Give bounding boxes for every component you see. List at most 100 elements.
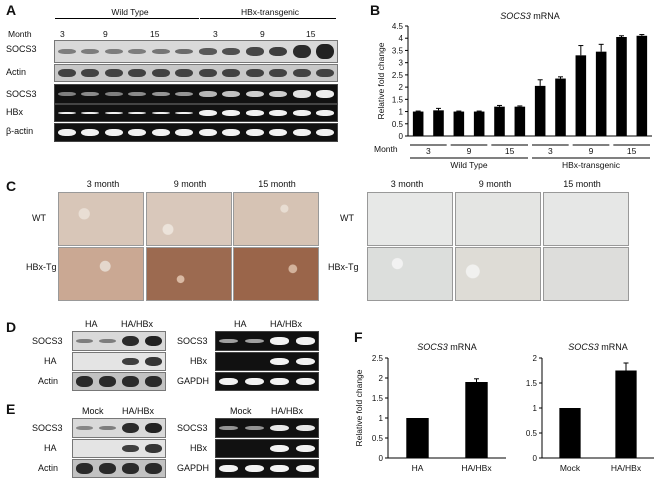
group-label-hbx-transgenic: HBx-transgenic [240,7,300,17]
western-blot-d-socs3 [72,331,166,351]
blot-band [270,424,290,432]
col-label-3-month-right: 3 month [390,179,424,189]
blot-band [175,112,194,114]
blot-band [144,444,163,453]
bar [616,37,627,136]
blot-band [316,68,335,78]
bar [406,418,429,458]
blot-band [151,48,170,55]
blot-band [98,338,117,344]
blot-band [121,463,140,474]
blot-band [269,46,288,57]
micrograph-hbx-3m [58,247,144,301]
header-ha-hbx-d: HA/HBx [121,319,154,329]
blot-band [57,48,76,55]
blot-band [104,91,123,97]
blot-band [104,112,123,114]
col-label-15-month-right: 15 month [563,179,601,189]
blot-band [121,336,140,346]
y-tick-label: 2 [533,354,538,363]
month-label-a: Month [8,29,32,39]
bar [433,110,444,136]
month-tick-a: 15 [306,29,316,39]
blot-band [219,425,239,431]
blot-band [219,338,239,344]
group-line-hbx-transgenic [200,18,336,19]
row-label-d-actin: Actin [38,376,59,386]
blot-band [222,129,241,136]
panel-label-a: A [6,2,17,18]
blot-band [128,91,147,97]
header-ha-d-rt: HA [234,319,247,329]
blot-band [295,464,315,473]
blot-band [269,68,288,78]
western-blot-socs3 [54,40,338,63]
blot-band [81,68,100,78]
blot-band [81,112,100,114]
col-label-9-month-right: 9 month [478,179,512,189]
header-ha-hbx-e: HA/HBx [122,406,155,416]
chart-f-left-svg: 0 0.5 1 1.5 2 2.5 SOCS3 mRNA Relative fold chan… [354,342,506,473]
x-tick-label: 15 [505,146,515,156]
x-tick-label: 3 [426,146,431,156]
gel-d-socs3 [215,331,319,351]
row-label-e-rt-hbx: HBx [190,443,208,453]
row-label-d-rt-socs3: SOCS3 [177,336,208,346]
blot-band [175,91,194,97]
col-label-3-month: 3 month [86,179,120,189]
blot-band [144,357,163,366]
panel-label-b: B [370,2,381,18]
row-label-d-rt-hbx: HBx [190,356,208,366]
blot-band [57,129,76,136]
blot-band [292,129,311,136]
blot-band [295,445,315,452]
blot-band [128,112,147,114]
blot-band [75,338,94,344]
chart-title: SOCS3 mRNA [417,342,477,352]
western-blot-d-actin [72,372,166,391]
x-tick-label: 9 [467,146,472,156]
micrograph-wt-9m [146,192,232,246]
western-blot-e-ha [72,439,166,458]
blot-band [198,48,217,55]
micrograph-control-hbx-3m [367,247,453,301]
row-label-wt-right: WT [340,213,354,223]
blot-band [269,129,288,136]
blot-band [57,91,76,97]
bar [555,78,566,136]
micrograph-control-wt-3m [367,192,453,246]
blot-band [175,68,194,78]
blot-band [316,110,335,116]
blot-band [57,112,76,114]
y-axis-label: Relative fold change [376,42,386,119]
y-tick-label: 4.5 [392,22,404,31]
row-label-e-rt-socs3: SOCS3 [177,423,208,433]
micrograph-wt-15m [233,192,319,246]
blot-band [295,337,315,345]
row-label-e-rt-gapdh: GAPDH [177,463,210,473]
y-tick-label: 0 [533,454,538,463]
row-label-socs3: SOCS3 [6,44,37,54]
group-line-wild-type [55,18,199,19]
gel-hbx [54,104,338,122]
blot-band [198,91,217,97]
row-label-hbx-tg: HBx-Tg [26,262,57,272]
blot-band [128,68,147,78]
gel-socs3 [54,84,338,104]
group-label: Wild Type [450,160,487,170]
blot-band [270,377,290,386]
y-tick-label: 1.5 [372,394,384,403]
blot-band [144,335,163,347]
panel-label-c: C [6,178,17,194]
blot-band [151,68,170,78]
blot-band [198,110,217,116]
micrograph-control-wt-15m [543,192,629,246]
group-label: HBx-transgenic [562,160,621,170]
blot-band [270,337,290,345]
blot-band [295,424,315,432]
blot-band [270,445,290,452]
blot-band [75,425,94,431]
x-tick-label: HA [412,463,424,473]
micrograph-wt-3m [58,192,144,246]
blot-band [144,376,163,387]
